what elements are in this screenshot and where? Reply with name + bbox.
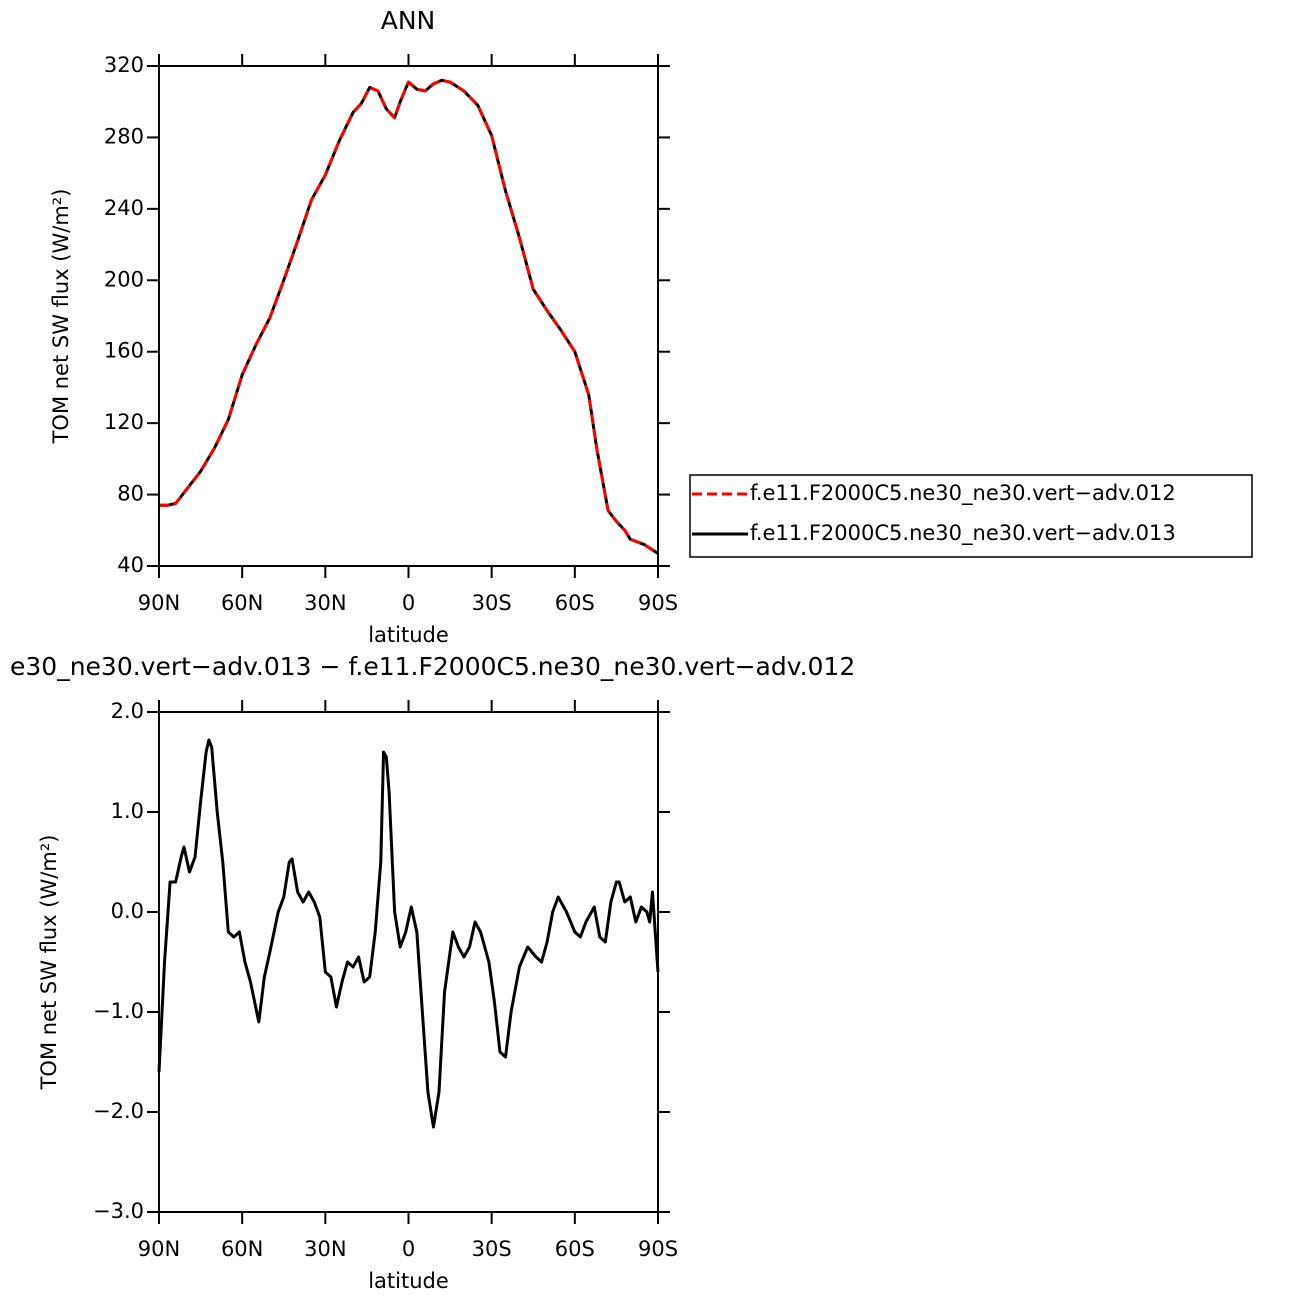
legend-box xyxy=(689,474,1253,558)
y-tick-label: 240 xyxy=(104,196,144,220)
x-tick-label: 60S xyxy=(555,1237,595,1261)
x-tick-label: 0 xyxy=(402,1237,415,1261)
plot-frame xyxy=(158,711,659,1213)
x-axis-label: latitude xyxy=(368,623,449,647)
y-tick-label: −1.0 xyxy=(93,999,144,1023)
x-tick-label: 30N xyxy=(304,591,346,615)
chart-title: ANN xyxy=(381,6,436,35)
y-tick-label: −3.0 xyxy=(93,1199,144,1223)
legend-label: f.e11.F2000C5.ne30_ne30.vert−adv.012 xyxy=(750,481,1176,506)
data-line xyxy=(159,78,659,555)
x-tick-label: 30N xyxy=(304,1237,346,1261)
x-axis-label: latitude xyxy=(368,1269,449,1293)
x-tick-label: 60N xyxy=(221,1237,263,1261)
data-line xyxy=(159,78,659,555)
y-tick-label: 2.0 xyxy=(111,699,144,723)
data-line xyxy=(157,738,660,1129)
y-tick-label: 120 xyxy=(104,410,144,434)
y-tick-label: 80 xyxy=(117,482,144,506)
y-tick-label: 40 xyxy=(117,553,144,577)
y-tick-label: 160 xyxy=(104,339,144,363)
y-tick-label: −2.0 xyxy=(93,1099,144,1123)
x-tick-label: 60S xyxy=(555,591,595,615)
y-tick-label: 320 xyxy=(104,53,144,77)
x-tick-label: 0 xyxy=(402,591,415,615)
x-tick-label: 90N xyxy=(138,591,180,615)
y-tick-label: 280 xyxy=(104,124,144,148)
y-tick-label: 1.0 xyxy=(111,799,144,823)
x-tick-label: 30S xyxy=(472,1237,512,1261)
y-tick-label: 0.0 xyxy=(111,899,144,923)
plot-frame xyxy=(158,65,659,567)
y-axis-label: TOM net SW flux (W/m²) xyxy=(49,189,73,445)
x-tick-label: 30S xyxy=(472,591,512,615)
x-tick-label: 90S xyxy=(638,1237,678,1261)
y-axis-label: TOM net SW flux (W/m²) xyxy=(37,835,61,1091)
y-tick-label: 200 xyxy=(104,267,144,291)
x-tick-label: 60N xyxy=(221,591,263,615)
chart-title: e30_ne30.vert−adv.013 − f.e11.F2000C5.ne… xyxy=(10,652,855,681)
legend-label: f.e11.F2000C5.ne30_ne30.vert−adv.013 xyxy=(750,521,1176,546)
x-tick-label: 90S xyxy=(638,591,678,615)
x-tick-label: 90N xyxy=(138,1237,180,1261)
